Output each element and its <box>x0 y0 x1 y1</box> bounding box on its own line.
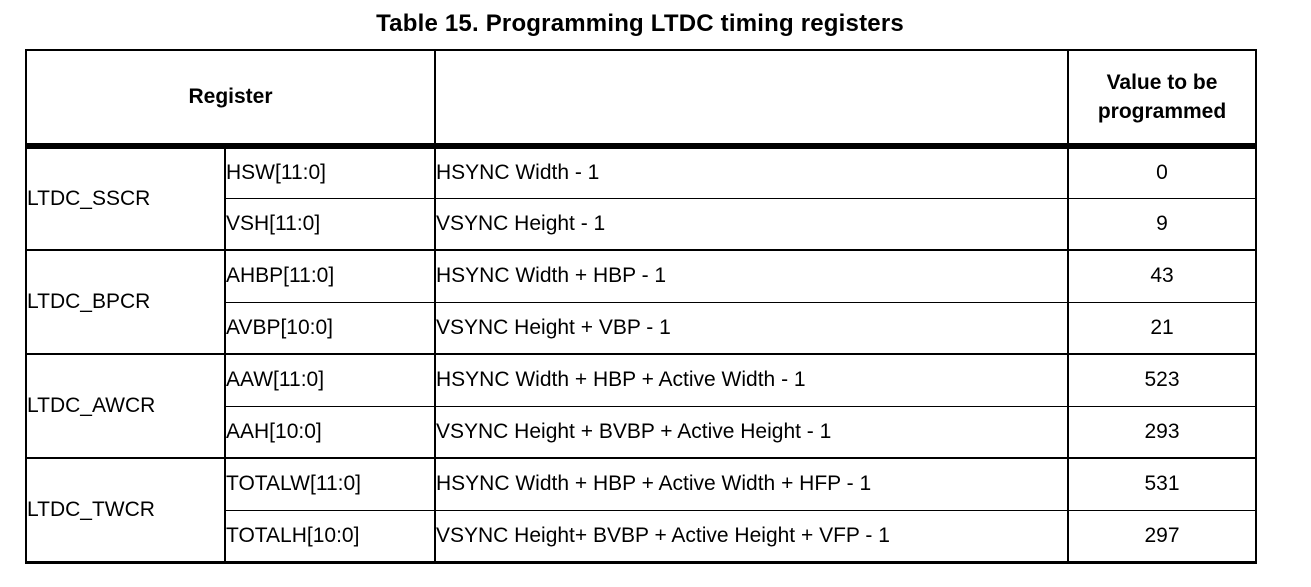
description-cell: HSYNC Width + HBP + Active Width - 1 <box>434 353 1069 407</box>
value-cell: 21 <box>1067 301 1257 355</box>
field-cell: TOTALW[11:0] <box>224 457 436 511</box>
field-cell: HSW[11:0] <box>224 145 436 199</box>
field-cell: TOTALH[10:0] <box>224 509 436 563</box>
table-row: LTDC_AWCR AAW[11:0] HSYNC Width + HBP + … <box>25 353 1257 459</box>
description-cell: VSYNC Height - 1 <box>434 197 1069 251</box>
register-name-cell: LTDC_BPCR <box>25 249 226 355</box>
table-row: VSH[11:0] VSYNC Height - 1 9 <box>26 197 1257 251</box>
table-row: LTDC_SSCR HSW[11:0] HSYNC Width - 1 0 <box>25 145 1257 251</box>
table-row: LTDC_BPCR AHBP[11:0] HSYNC Width + HBP -… <box>25 249 1257 355</box>
field-cell: AAW[11:0] <box>224 353 436 407</box>
value-cell: 297 <box>1067 509 1257 563</box>
document-page: Table 15. Programming LTDC timing regist… <box>0 10 1311 587</box>
value-cell: 43 <box>1067 249 1257 303</box>
ltdc-timing-table: Register Value to be programmed LTDC_SSC… <box>25 49 1257 564</box>
header-description <box>434 49 1069 149</box>
header-value: Value to be programmed <box>1067 49 1257 149</box>
description-cell: HSYNC Width + HBP + Active Width + HFP -… <box>434 457 1069 511</box>
description-cell: VSYNC Height+ BVBP + Active Height + VFP… <box>434 509 1069 563</box>
header-register: Register <box>25 49 436 149</box>
table-row: TOTALH[10:0] VSYNC Height+ BVBP + Active… <box>26 509 1257 563</box>
description-cell: VSYNC Height + VBP - 1 <box>434 301 1069 355</box>
description-cell: HSYNC Width - 1 <box>434 145 1069 199</box>
value-cell: 531 <box>1067 457 1257 511</box>
register-name-cell: LTDC_SSCR <box>25 145 226 251</box>
field-cell: VSH[11:0] <box>224 197 436 251</box>
field-cell: AAH[10:0] <box>224 405 436 459</box>
value-cell: 293 <box>1067 405 1257 459</box>
value-cell: 9 <box>1067 197 1257 251</box>
field-cell: AHBP[11:0] <box>224 249 436 303</box>
table-title: Table 15. Programming LTDC timing regist… <box>376 10 904 37</box>
table-row: AVBP[10:0] VSYNC Height + VBP - 1 21 <box>26 301 1257 355</box>
table-row: LTDC_TWCR TOTALW[11:0] HSYNC Width + HBP… <box>25 457 1257 563</box>
field-cell: AVBP[10:0] <box>224 301 436 355</box>
value-cell: 523 <box>1067 353 1257 407</box>
register-name-cell: LTDC_AWCR <box>25 353 226 459</box>
description-cell: VSYNC Height + BVBP + Active Height - 1 <box>434 405 1069 459</box>
header-row: Register Value to be programmed <box>25 49 1257 149</box>
description-cell: HSYNC Width + HBP - 1 <box>434 249 1069 303</box>
register-name-cell: LTDC_TWCR <box>25 457 226 563</box>
value-cell: 0 <box>1067 145 1257 199</box>
